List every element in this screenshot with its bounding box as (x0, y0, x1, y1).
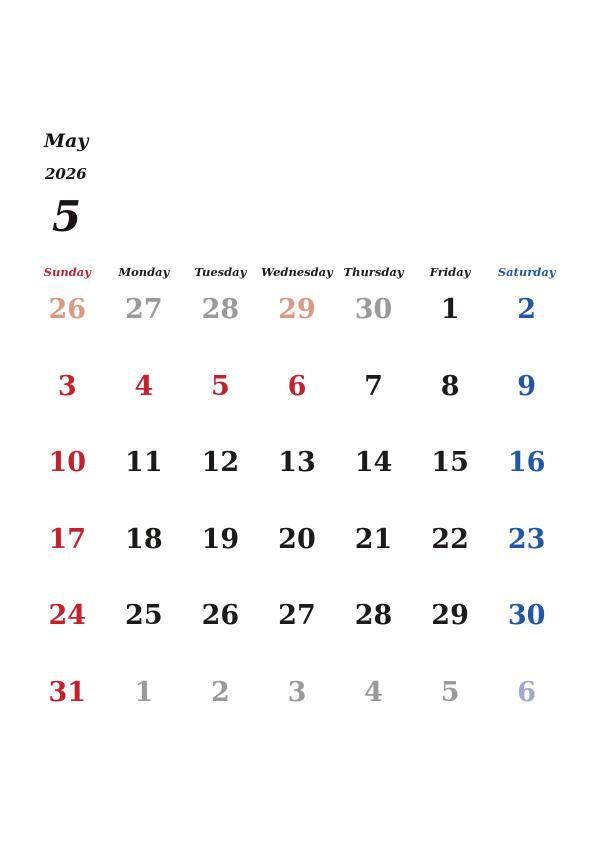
week-row: 24 25 26 27 28 29 30 (29, 600, 565, 677)
day-cell: 15 (431, 447, 469, 478)
day-cell: 14 (354, 447, 393, 478)
day-cell: 27 (125, 294, 163, 325)
weekday-tuesday: Tuesday (194, 265, 247, 279)
day-cell: 8 (440, 370, 460, 402)
day-cell: 4 (364, 676, 383, 708)
day-cell: 23 (507, 523, 546, 555)
day-cell: 4 (134, 370, 154, 402)
day-cell: 18 (125, 523, 163, 555)
day-cell: 9 (517, 370, 537, 402)
week-row: 10 11 12 13 14 15 16 (29, 447, 565, 524)
weeks-container: 26 27 28 29 30 1 2 3 4 5 6 7 8 9 10 11 12 13 14 15 16 17 18 19 2… (29, 294, 565, 753)
week-row: 31 1 2 3 4 5 6 (29, 677, 565, 754)
day-cell: 25 (125, 600, 163, 631)
weekday-wednesday: Wednesday (261, 265, 333, 279)
weekday-saturday: Saturday (497, 265, 556, 279)
day-cell: 20 (278, 523, 316, 555)
day-cell: 10 (48, 447, 87, 478)
day-cell: 2 (517, 294, 537, 325)
day-cell: 3 (287, 676, 307, 708)
day-cell: 16 (507, 447, 546, 478)
weekday-header-row: Sunday Monday Tuesday Wednesday Thursday Frid… (29, 262, 565, 282)
month-number: 5 (52, 192, 82, 241)
day-cell: 13 (278, 447, 316, 478)
day-cell: 30 (354, 294, 393, 325)
month-name: May (44, 130, 89, 152)
weekday-thursday: Thursday (343, 265, 404, 279)
day-cell: 2 (211, 676, 230, 708)
day-cell: 3 (57, 370, 77, 402)
day-cell: 7 (364, 370, 383, 402)
day-cell: 30 (507, 600, 546, 631)
day-cell: 22 (431, 523, 469, 555)
day-cell: 29 (278, 294, 316, 325)
day-cell: 11 (125, 447, 163, 478)
day-cell: 17 (48, 523, 87, 555)
day-cell: 6 (287, 370, 307, 402)
day-cell: 28 (201, 294, 240, 325)
day-cell: 29 (431, 600, 469, 631)
day-cell: 26 (201, 600, 240, 631)
day-cell: 21 (354, 523, 393, 555)
day-cell: 12 (201, 447, 240, 478)
year-label: 2026 (45, 165, 87, 183)
day-cell: 5 (211, 370, 230, 402)
week-row: 17 18 19 20 21 22 23 (29, 524, 565, 601)
day-cell: 1 (440, 294, 460, 325)
weekday-monday: Monday (118, 265, 170, 279)
day-cell: 6 (517, 676, 537, 708)
day-cell: 28 (354, 600, 393, 631)
day-cell: 26 (48, 294, 87, 325)
weekday-friday: Friday (429, 265, 471, 279)
calendar-grid: Sunday Monday Tuesday Wednesday Thursday Frid… (29, 262, 565, 753)
day-cell: 27 (278, 600, 316, 631)
day-cell: 1 (134, 676, 154, 708)
day-cell: 19 (201, 523, 240, 555)
weekday-sunday: Sunday (43, 265, 91, 279)
week-row: 26 27 28 29 30 1 2 (29, 294, 565, 371)
day-cell: 31 (48, 676, 87, 708)
day-cell: 24 (48, 600, 87, 631)
week-row: 3 4 5 6 7 8 9 (29, 371, 565, 448)
day-cell: 5 (440, 676, 460, 708)
